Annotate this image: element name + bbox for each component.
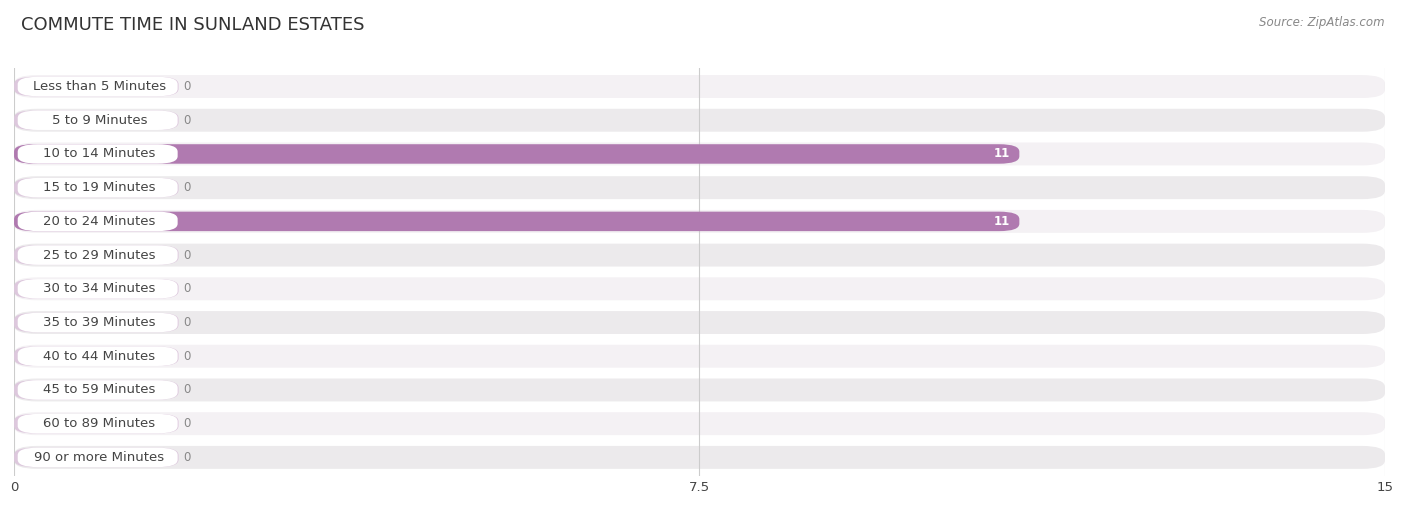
FancyBboxPatch shape (18, 77, 177, 96)
FancyBboxPatch shape (18, 380, 177, 400)
Text: Less than 5 Minutes: Less than 5 Minutes (32, 80, 166, 93)
FancyBboxPatch shape (14, 176, 1385, 199)
FancyBboxPatch shape (14, 277, 1385, 300)
Text: 11: 11 (994, 215, 1011, 228)
FancyBboxPatch shape (14, 77, 179, 96)
FancyBboxPatch shape (14, 210, 1385, 233)
Text: 0: 0 (183, 113, 190, 127)
FancyBboxPatch shape (14, 144, 179, 164)
FancyBboxPatch shape (14, 144, 1019, 164)
FancyBboxPatch shape (14, 244, 1385, 267)
FancyBboxPatch shape (18, 279, 177, 299)
Text: 0: 0 (183, 451, 190, 464)
FancyBboxPatch shape (18, 178, 177, 197)
FancyBboxPatch shape (14, 345, 1385, 368)
FancyBboxPatch shape (18, 414, 177, 434)
Text: 11: 11 (994, 147, 1011, 161)
FancyBboxPatch shape (14, 414, 179, 434)
Text: 0: 0 (183, 417, 190, 430)
Text: 0: 0 (183, 248, 190, 262)
FancyBboxPatch shape (18, 448, 177, 467)
Text: 45 to 59 Minutes: 45 to 59 Minutes (44, 383, 156, 396)
FancyBboxPatch shape (18, 212, 177, 231)
FancyBboxPatch shape (18, 347, 177, 366)
Text: 40 to 44 Minutes: 40 to 44 Minutes (44, 350, 156, 363)
FancyBboxPatch shape (14, 109, 1385, 132)
Text: 10 to 14 Minutes: 10 to 14 Minutes (44, 147, 156, 161)
FancyBboxPatch shape (14, 311, 1385, 334)
FancyBboxPatch shape (14, 448, 179, 467)
FancyBboxPatch shape (14, 110, 179, 130)
FancyBboxPatch shape (14, 245, 179, 265)
Text: 30 to 34 Minutes: 30 to 34 Minutes (44, 282, 156, 295)
Text: 0: 0 (183, 282, 190, 295)
FancyBboxPatch shape (14, 212, 1019, 231)
Text: 35 to 39 Minutes: 35 to 39 Minutes (44, 316, 156, 329)
Text: 60 to 89 Minutes: 60 to 89 Minutes (44, 417, 156, 430)
Text: 25 to 29 Minutes: 25 to 29 Minutes (44, 248, 156, 262)
FancyBboxPatch shape (14, 75, 1385, 98)
Text: 0: 0 (183, 316, 190, 329)
Text: 5 to 9 Minutes: 5 to 9 Minutes (52, 113, 148, 127)
FancyBboxPatch shape (14, 279, 179, 299)
Text: COMMUTE TIME IN SUNLAND ESTATES: COMMUTE TIME IN SUNLAND ESTATES (21, 16, 364, 33)
FancyBboxPatch shape (14, 412, 1385, 435)
FancyBboxPatch shape (14, 178, 179, 197)
FancyBboxPatch shape (14, 313, 179, 332)
Text: 90 or more Minutes: 90 or more Minutes (35, 451, 165, 464)
Text: 15 to 19 Minutes: 15 to 19 Minutes (44, 181, 156, 194)
Text: 0: 0 (183, 350, 190, 363)
Text: 0: 0 (183, 80, 190, 93)
FancyBboxPatch shape (14, 142, 1385, 165)
Text: 20 to 24 Minutes: 20 to 24 Minutes (44, 215, 156, 228)
FancyBboxPatch shape (14, 380, 179, 400)
FancyBboxPatch shape (18, 110, 177, 130)
FancyBboxPatch shape (14, 446, 1385, 469)
Text: 0: 0 (183, 181, 190, 194)
FancyBboxPatch shape (18, 144, 177, 164)
FancyBboxPatch shape (14, 212, 179, 231)
Text: 0: 0 (183, 383, 190, 396)
FancyBboxPatch shape (18, 245, 177, 265)
FancyBboxPatch shape (14, 379, 1385, 402)
Text: Source: ZipAtlas.com: Source: ZipAtlas.com (1260, 16, 1385, 29)
FancyBboxPatch shape (14, 347, 179, 366)
FancyBboxPatch shape (18, 313, 177, 332)
